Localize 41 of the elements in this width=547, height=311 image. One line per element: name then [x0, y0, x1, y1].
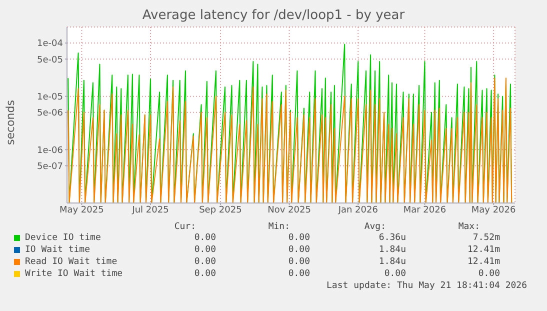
y-tick-label: 1e-04 — [37, 39, 64, 50]
text: 12.41m — [466, 245, 500, 255]
text: 12.41m — [466, 257, 500, 267]
y-tick-label: 5e-07 — [37, 162, 63, 172]
text: 6.36u — [378, 233, 406, 243]
text: 0.00 — [383, 269, 406, 279]
x-tick-label: Jan 2026 — [337, 205, 378, 216]
text: 0.00 — [287, 233, 310, 243]
line-series — [68, 78, 512, 203]
text: Cur: — [173, 222, 196, 232]
text: 7.52m — [472, 233, 500, 243]
text: 0.00 — [193, 257, 216, 267]
x-tick-label: Sep 2025 — [199, 205, 242, 216]
x-tick-label: Nov 2025 — [268, 205, 311, 216]
text: 0.00 — [193, 269, 216, 279]
legend-label: Read IO Wait time — [25, 257, 118, 267]
y-tick-label: 5e-05 — [37, 55, 63, 66]
x-tick-label: May 2025 — [59, 205, 104, 216]
text: 0.00 — [287, 257, 310, 267]
text: 0.00 — [193, 233, 216, 243]
text: Last update: Thu May 21 18:41:04 2026 — [326, 281, 528, 293]
text: Min: — [267, 222, 290, 232]
y-tick-label: 1e-05 — [37, 92, 63, 103]
text: 0.00 — [477, 269, 500, 279]
text: 0.00 — [287, 269, 310, 279]
text: 0.00 — [287, 245, 310, 255]
y-tick-label: 5e-06 — [37, 108, 64, 119]
x-tick-label: May 2026 — [471, 205, 516, 216]
x-tick-label: Mar 2026 — [403, 205, 446, 216]
x-tick-label: Jul 2025 — [131, 205, 169, 216]
text: 1.84u — [378, 245, 406, 255]
chart-title: Average latency for /dev/loop1 - by year — [141, 8, 406, 23]
y-tick-label: 1e-06 — [37, 146, 64, 156]
text: 1.84u — [378, 257, 406, 267]
y-axis-title: seconds — [4, 100, 17, 145]
text: 0.00 — [193, 245, 216, 255]
legend-label: Device IO time — [25, 233, 101, 243]
legend-label: Write IO Wait time — [25, 269, 123, 279]
text: Max: — [457, 222, 480, 232]
legend-label: IO Wait time — [25, 245, 90, 255]
text: Avg: — [363, 222, 386, 232]
